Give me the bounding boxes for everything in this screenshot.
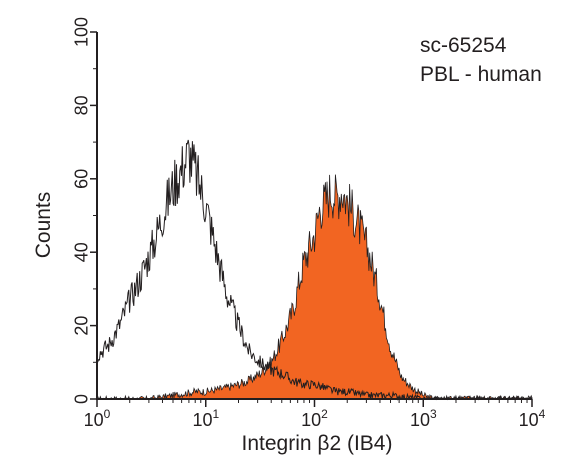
x-tick-label: 103 <box>410 407 437 430</box>
x-tick-label: 104 <box>519 407 546 430</box>
y-axis-title: Counts <box>32 192 55 259</box>
x-tick-label: 101 <box>192 407 219 430</box>
axes <box>90 31 533 407</box>
x-tick-label: 100 <box>84 407 111 430</box>
x-axis-title: Integrin β2 (IB4) <box>242 432 393 455</box>
series-outline-histogram <box>96 139 533 401</box>
y-tick-label: 80 <box>71 95 91 115</box>
y-tick-label: 20 <box>71 316 91 336</box>
annotation-sample: PBL - human <box>420 63 542 86</box>
y-tick-label: 100 <box>71 17 91 47</box>
y-tick-label: 0 <box>71 394 91 404</box>
tick-labels: 0 20 40 60 80 100 100 101 102 103 104 <box>71 17 545 430</box>
y-tick-label: 60 <box>71 169 91 189</box>
plot-area <box>96 139 533 401</box>
series-filled-histogram <box>96 174 533 401</box>
y-tick-label: 40 <box>71 242 91 262</box>
x-tick-label: 102 <box>301 407 328 430</box>
annotation-catalog-number: sc-65254 <box>420 34 507 57</box>
